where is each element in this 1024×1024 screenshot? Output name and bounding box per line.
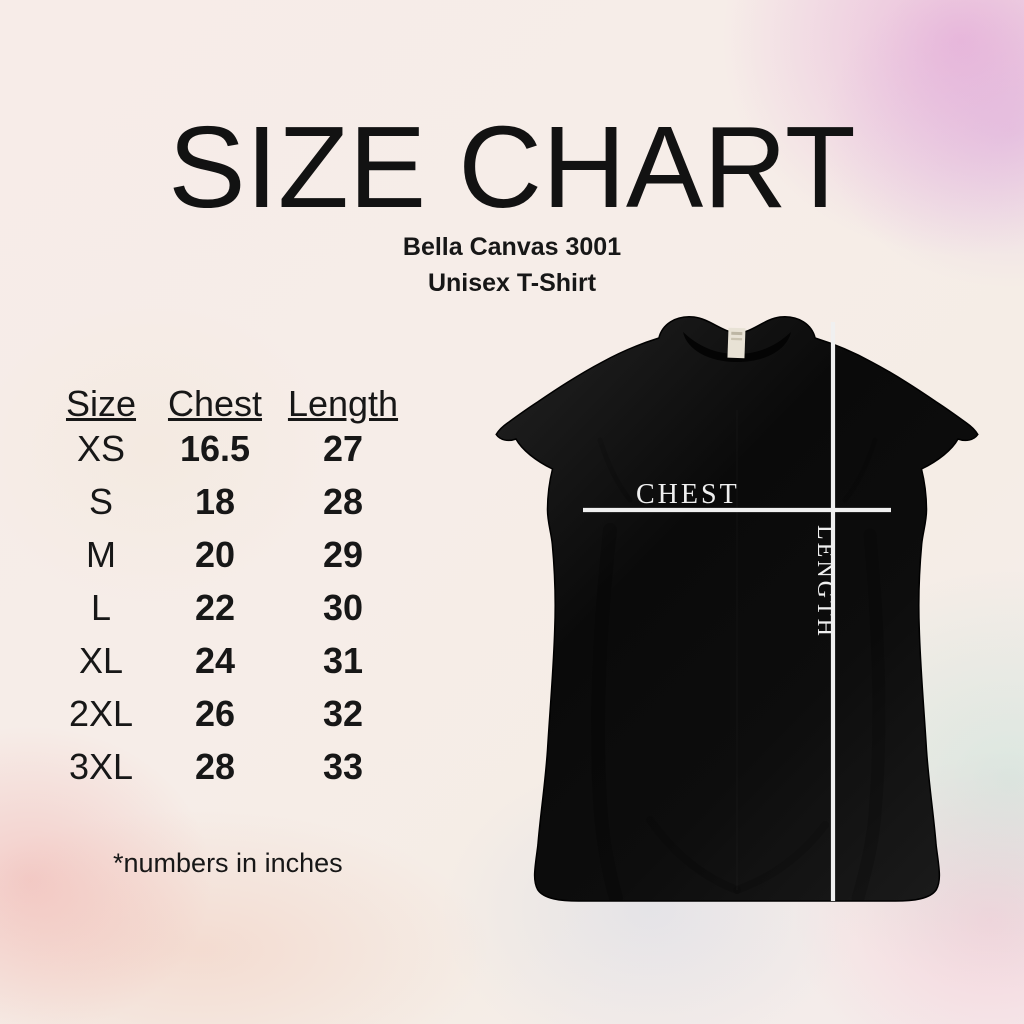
svg-text:LENGTH: LENGTH xyxy=(812,525,838,639)
svg-text:CHEST: CHEST xyxy=(636,479,740,510)
